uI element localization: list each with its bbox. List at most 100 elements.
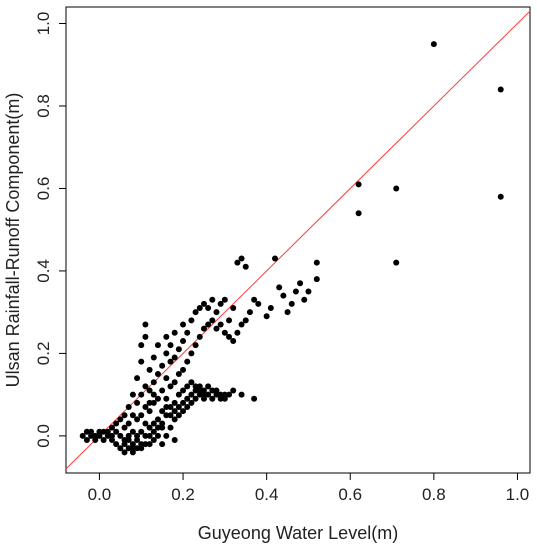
data-point	[217, 321, 224, 328]
data-point	[238, 255, 245, 262]
x-tick-label: 0.2	[171, 485, 195, 504]
data-point	[209, 296, 216, 303]
data-point	[88, 428, 95, 435]
data-point	[246, 309, 253, 316]
data-point	[163, 404, 170, 411]
data-point	[205, 383, 212, 390]
data-point	[226, 391, 233, 398]
data-point	[117, 416, 124, 423]
data-point	[167, 358, 174, 365]
data-point	[313, 276, 320, 283]
data-point	[180, 399, 187, 406]
data-point	[171, 354, 178, 361]
data-point	[121, 441, 128, 448]
data-point	[221, 391, 228, 398]
data-point	[154, 342, 161, 349]
x-tick-label: 0.0	[88, 485, 112, 504]
data-point	[163, 432, 170, 439]
scatter-points	[79, 41, 504, 456]
data-point	[117, 445, 124, 452]
data-point	[163, 412, 170, 419]
data-point	[196, 305, 203, 312]
data-point	[297, 280, 304, 287]
x-tick-label: 0.6	[338, 485, 362, 504]
data-point	[96, 428, 103, 435]
data-point	[142, 441, 149, 448]
data-point	[113, 441, 120, 448]
data-point	[192, 309, 199, 316]
data-point	[134, 375, 141, 382]
data-point	[230, 338, 237, 345]
data-point	[196, 333, 203, 340]
data-point	[163, 350, 170, 357]
data-point	[180, 366, 187, 373]
y-tick-label: 1.0	[34, 12, 53, 36]
data-point	[129, 441, 136, 448]
data-point	[121, 437, 128, 444]
x-tick-label: 0.4	[255, 485, 279, 504]
data-point	[159, 441, 166, 448]
data-point	[96, 432, 103, 439]
data-point	[129, 449, 136, 456]
data-point	[125, 420, 132, 427]
data-point	[251, 296, 258, 303]
data-point	[125, 437, 132, 444]
data-point	[150, 391, 157, 398]
data-point	[171, 437, 178, 444]
data-point	[238, 321, 245, 328]
data-point	[221, 296, 228, 303]
data-point	[263, 313, 270, 320]
data-point	[251, 395, 258, 402]
data-point	[175, 412, 182, 419]
data-point	[175, 391, 182, 398]
y-axis-title: Ulsan Rainfall-Runoff Component(m)	[3, 93, 23, 388]
data-point	[192, 383, 199, 390]
data-point	[159, 424, 166, 431]
data-point	[150, 379, 157, 386]
data-point	[255, 300, 262, 307]
data-point	[154, 371, 161, 378]
data-point	[79, 432, 86, 439]
y-tick-label: 0.8	[34, 94, 53, 118]
y-tick-label: 0.6	[34, 177, 53, 201]
data-point	[188, 399, 195, 406]
data-point	[163, 395, 170, 402]
data-point	[92, 437, 99, 444]
data-point	[167, 404, 174, 411]
data-point	[217, 300, 224, 307]
data-point	[134, 437, 141, 444]
data-point	[142, 321, 149, 328]
data-point	[142, 333, 149, 340]
data-point	[146, 441, 153, 448]
data-point	[83, 428, 90, 435]
data-point	[146, 424, 153, 431]
data-point	[196, 387, 203, 394]
data-point	[100, 428, 107, 435]
data-point	[142, 404, 149, 411]
y-axis: 0.0 0.2 0.4 0.6 0.8 1.0	[34, 12, 66, 448]
data-point	[104, 428, 111, 435]
data-point	[430, 41, 437, 48]
data-point	[138, 358, 145, 365]
data-point	[205, 305, 212, 312]
data-point	[146, 387, 153, 394]
data-point	[129, 428, 136, 435]
data-point	[171, 416, 178, 423]
data-point	[121, 424, 128, 431]
data-point	[134, 416, 141, 423]
data-point	[134, 432, 141, 439]
data-point	[171, 408, 178, 415]
data-point	[292, 288, 299, 295]
data-point	[129, 445, 136, 452]
data-point	[497, 193, 504, 200]
data-point	[125, 432, 132, 439]
data-point	[284, 309, 291, 316]
data-point	[184, 383, 191, 390]
data-point	[192, 395, 199, 402]
data-point	[108, 437, 115, 444]
data-point	[305, 288, 312, 295]
data-point	[200, 300, 207, 307]
y-tick-label: 0.4	[34, 259, 53, 283]
data-point	[205, 321, 212, 328]
data-point	[200, 325, 207, 332]
